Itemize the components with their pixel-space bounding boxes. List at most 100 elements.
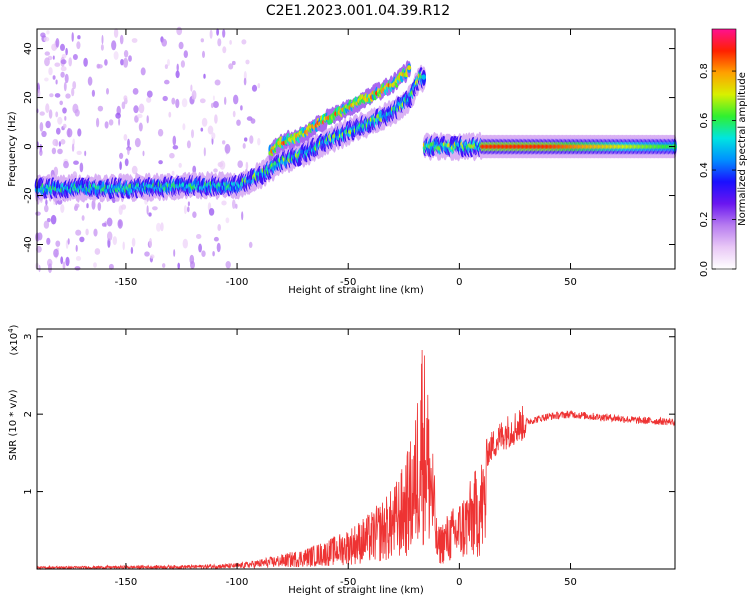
spectrogram-speckle [72,54,78,60]
snr-ticks: -150 -100 -50 0 50 1 2 3 [23,329,675,588]
spectrogram-speckle [132,88,139,95]
spectrogram-speckle [81,215,85,221]
spectrogram-speckle [118,118,121,126]
spectrogram-x-tick-label: 0 [456,277,462,288]
snr-x-tick-label: 0 [456,577,462,588]
figure-title: C2E1.2023.001.04.39.R12 [266,3,450,19]
spectrogram-speckle [39,111,45,116]
spectrogram-speckle [183,50,188,58]
spectrogram-speckle [237,160,243,168]
spectrogram-speckle [57,199,63,205]
snr-background [37,329,675,569]
spectrogram-speckle [56,127,61,135]
spectrogram-speckle [123,95,128,101]
spectrogram-speckle [200,38,204,43]
spectrogram-speckle [172,145,179,150]
spectrogram-speckle [201,117,208,127]
spectrogram-speckle [240,105,243,111]
spectrogram-speckle [120,59,124,66]
spectrogram-speckle [176,26,183,36]
spectrogram-speckle [187,206,190,213]
snr-panel: -150 -100 -50 0 50 1 2 3 Height of straight lin… [7,324,676,596]
spectrogram-speckle [60,66,67,72]
spectrogram-speckle [108,263,114,270]
spectrogram-y-tick-label: -20 [23,187,34,203]
snr-y-multiplier-close: ) [9,324,20,328]
spectrogram-speckle [87,76,93,86]
spectrogram-speckle [249,135,254,144]
spectrogram-speckle [62,123,67,129]
spectrogram-speckle [242,143,246,149]
spectrogram-speckle [156,222,161,232]
spectrogram-speckle [44,51,50,56]
spectrogram-speckle [55,79,58,85]
spectrogram-y-tick-label: 0 [23,143,34,149]
colorbar-ticks: 0.0 0.2 0.4 0.6 0.8 [699,63,736,277]
spectrogram-speckle [121,101,126,110]
spectrogram-speckle [203,73,206,79]
spectrogram-speckle [248,241,253,248]
spectrogram-speckle [187,201,190,207]
spectrogram-speckle [202,50,205,59]
spectrogram-speckle [106,88,109,95]
spectrogram-speckle [100,44,104,51]
snr-x-tick-label: -100 [226,577,249,588]
spectrogram-speckle [217,38,222,47]
spectrogram-speckle [207,125,214,135]
colorbar-frame [711,28,737,270]
spectrogram-speckle [67,238,70,245]
spectrogram-speckle [75,229,82,236]
spectrogram-speckle [59,100,63,106]
spectrogram-speckle [93,228,98,237]
spectrogram-speckle [45,120,51,129]
spectrogram-speckle [49,93,54,98]
spectrogram-speckle [77,35,81,40]
spectrogram-x-label: Height of straight line (km) [288,285,424,296]
spectrogram-speckle [108,119,114,126]
spectrogram-speckle [53,166,59,177]
spectrogram-speckle [158,160,163,165]
spectrogram-speckle [63,81,67,92]
spectrogram-speckle [149,237,152,248]
spectrogram-speckle [97,105,104,112]
spectrogram-cells [34,26,677,274]
spectrogram-speckle [79,236,85,243]
spectrogram-speckle [54,93,61,98]
spectrogram-speckle [233,94,239,105]
spectrogram-y-label: Frequency (Hz) [7,111,18,187]
spectrogram-speckle [171,97,176,105]
spectrogram-speckle [112,236,118,246]
spectrogram-speckle [217,161,224,168]
spectrogram-speckle [182,238,188,249]
spectrogram-speckle [235,203,238,209]
spectrogram-speckle [257,137,261,146]
spectrogram-speckle [75,244,78,252]
spectrogram-speckle [113,51,119,60]
spectrogram-speckle [68,57,72,67]
spectrogram-speckle [127,147,130,156]
spectrogram-speckle [245,161,249,170]
spectrogram-speckle [71,87,75,97]
snr-x-tick-label: -150 [115,577,138,588]
spectrogram-speckle [127,138,130,148]
spectrogram-speckle [48,109,53,119]
spectrogram-speckle [72,81,77,90]
spectrogram-speckle [104,121,109,129]
spectrogram-speckle [180,60,185,68]
colorbar-tick-label: 0.4 [699,162,710,178]
snr-y-multiplier: (x104) [7,324,20,355]
spectrogram-speckle [97,202,102,211]
spectrogram-speckle [48,263,52,274]
spectrogram-speckle [232,110,236,118]
snr-y-label: SNR (10 * v/v) [8,389,19,460]
spectrogram-speckle [111,40,117,51]
spectrogram-speckle [245,59,250,65]
spectrogram-speckle [71,32,74,42]
spectrogram-speckle [171,170,175,176]
spectrogram-speckle [144,251,150,257]
spectrogram-speckle [119,34,124,45]
spectrogram-speckle [121,204,127,210]
spectrogram-speckle [212,101,219,108]
spectrogram-speckle [46,218,51,223]
